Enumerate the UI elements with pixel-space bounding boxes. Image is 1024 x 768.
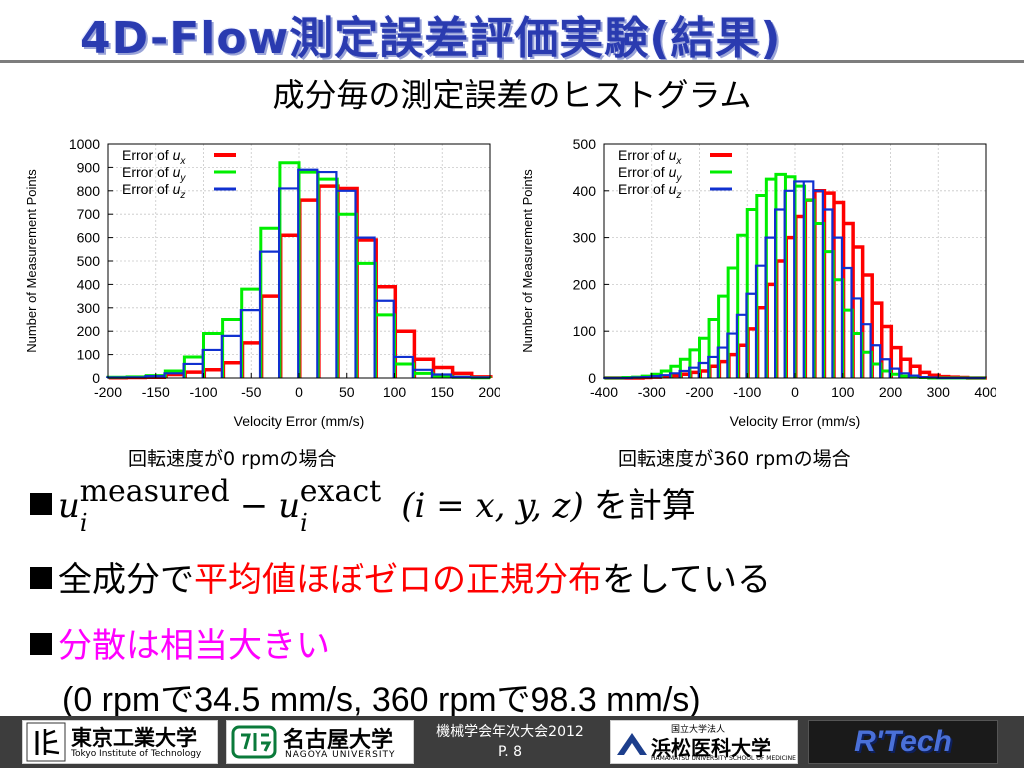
nagoya-emblem-icon [231,725,277,759]
histogram-series-z [603,180,986,380]
legend-label-x: Error of ux [122,147,186,167]
rtech-name: R'Tech [854,725,952,758]
x-axis-label: Velocity Error (mm/s) [730,413,861,429]
rtech-logo: R'Tech [808,720,998,764]
formula-u1: u [58,486,80,526]
nagoya-univ-logo: 名古屋大学 NAGOYA UNIVERSITY [226,720,414,764]
bullet3-detail: (0 rpmで34.5 mm/s, 360 rpmで98.3 mm/s) [62,681,701,719]
slide-subtitle: 成分毎の測定誤差のヒストグラム [272,76,752,114]
legend-label-z: Error of uz [618,181,681,201]
legend-label-z: Error of uz [122,181,185,201]
y-tick-label: 200 [573,276,597,292]
y-tick-label: 300 [573,230,597,246]
bullet2-post: をしている [602,560,771,600]
legend-label-x: Error of ux [618,147,682,167]
conference-info: 機械学会年次大会2012 P. 8 [420,722,600,762]
y-tick-label: 700 [77,206,101,222]
x-tick-label: -300 [638,384,666,400]
legend-label-y: Error of uy [618,164,682,184]
x-tick-label: -200 [685,384,713,400]
y-tick-label: 0 [92,370,100,386]
footer-bar: 東京工業大学 Tokyo Institute of Technology 名古屋… [0,716,1024,768]
formula: uimeasured − uiexact (i = x, y, z) [58,474,584,537]
bullet-square-icon [30,633,52,655]
x-tick-label: -150 [142,384,170,400]
tokyo-tech-name: 東京工業大学 [71,726,197,750]
y-tick-label: 200 [77,323,101,339]
formula-condition: (i = x, y, z) [401,486,584,526]
bullet-square-icon [30,493,52,515]
x-tick-label: -200 [94,384,122,400]
tokyo-tech-logo: 東京工業大学 Tokyo Institute of Technology [22,720,218,764]
histogram-series-z [106,168,491,379]
bullet-square-icon [30,567,52,589]
bullet-normal-distribution: 全成分で平均値ほぼゼロの正規分布をしている [30,552,771,601]
nagoya-univ-subname: NAGOYA UNIVERSITY [285,750,396,760]
y-axis-label: Number of Measurement Points [24,169,39,353]
histogram-360rpm: -400 -300 -200 -100 0 100 200 300 400 0 100 200 300 4… [520,136,996,429]
y-tick-label: 400 [77,276,101,292]
tokyo-tech-emblem-icon [26,722,66,762]
bullet-formula: uimeasured − uiexact (i = x, y, z) を計算 [30,474,696,537]
x-tick-label: -100 [189,384,217,400]
slide-title: 4D-Flow測定誤差評価実験(結果) [80,13,782,64]
x-axis-label: Velocity Error (mm/s) [234,413,365,429]
y-tick-label: 500 [573,136,597,152]
y-axis-label: Number of Measurement Points [520,169,535,353]
x-tick-label: 150 [431,384,455,400]
bullet2-highlight: 平均値ほぼゼロの正規分布 [194,560,602,600]
x-tick-label: 400 [974,384,996,400]
hamamatsu-logo: 国立大学法人 浜松医科大学 HAMAMATSU UNIVERSITY SCHOO… [610,720,798,764]
bullet3-highlight: 分散は相当大きい [58,626,330,666]
title-divider [0,60,1024,63]
x-tick-label: 300 [927,384,951,400]
y-tick-label: 100 [77,347,101,363]
y-tick-label: 800 [77,183,101,199]
formula-sup-measured: measured [79,474,230,509]
tokyo-tech-subname: Tokyo Institute of Technology [71,749,202,759]
formula-sup-exact: exact [299,474,382,509]
hamamatsu-label: 国立大学法人 [671,725,726,735]
nagoya-univ-name: 名古屋大学 [283,727,394,753]
y-tick-label: 100 [573,323,597,339]
bullet-variance: 分散は相当大きい [30,618,330,667]
y-tick-label: 1000 [69,136,100,152]
hamamatsu-name: 浜松医科大学 [651,736,771,760]
bullet1-tail: を計算 [593,486,696,526]
page-number: P. 8 [497,744,523,760]
y-tick-label: 900 [77,159,101,175]
formula-u2: u [278,486,301,526]
x-tick-label: 0 [295,384,303,400]
y-tick-label: 400 [573,183,597,199]
formula-minus: − [239,486,269,526]
legend-label-y: Error of uy [122,164,186,184]
caption-right: 回転速度が360 rpmの場合 [618,448,851,470]
x-tick-label: 100 [383,384,407,400]
histogram-0rpm: -200 -150 -100 -50 0 50 100 150 200 0 100 200 300 400… [24,136,500,429]
y-tick-label: 600 [77,230,101,246]
caption-left: 回転速度が0 rpmの場合 [128,448,337,470]
x-tick-label: 200 [478,384,500,400]
x-tick-label: -400 [590,384,618,400]
formula-sub-i2: i [300,509,308,537]
y-tick-label: 300 [77,300,101,316]
hamamatsu-emblem-icon [617,733,647,755]
hamamatsu-subname: HAMAMATSU UNIVERSITY SCHOOL OF MEDICINE [651,755,796,762]
formula-sub-i1: i [79,509,88,537]
x-tick-label: -50 [241,384,261,400]
bullet2-pre: 全成分で [58,560,194,600]
conference-name: 機械学会年次大会2012 [436,724,584,740]
y-tick-label: 0 [588,370,596,386]
y-tick-label: 500 [77,253,101,269]
x-tick-label: 100 [831,384,855,400]
x-tick-label: 50 [339,384,355,400]
x-tick-label: 0 [791,384,799,400]
x-tick-label: 200 [879,384,903,400]
x-tick-label: -100 [733,384,761,400]
